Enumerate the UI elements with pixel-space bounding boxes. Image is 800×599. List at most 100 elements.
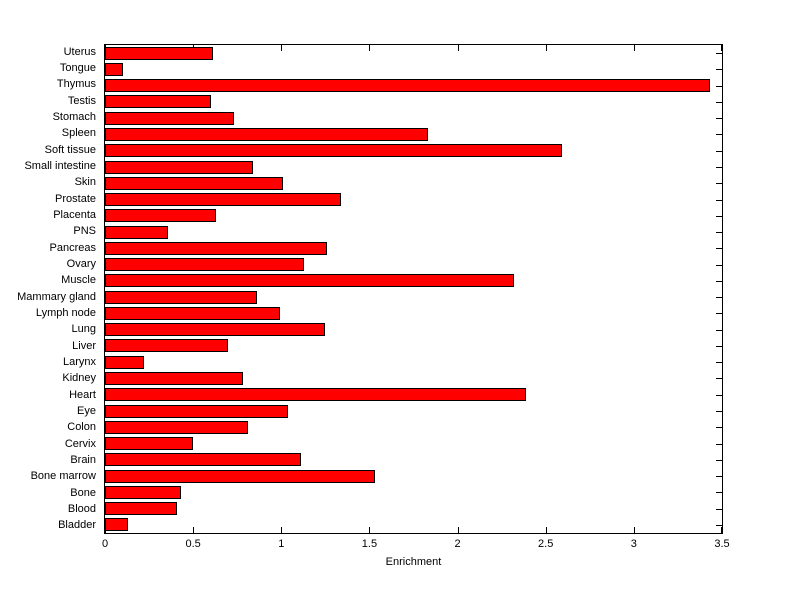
- x-tick: [634, 527, 635, 533]
- y-tick: [716, 297, 722, 298]
- bar: [105, 95, 211, 109]
- bar: [105, 111, 234, 125]
- x-tick: [281, 45, 282, 51]
- x-tick: [281, 527, 282, 533]
- x-tick-label: 0.5: [185, 538, 201, 550]
- bar: [105, 306, 280, 320]
- y-tick: [716, 476, 722, 477]
- category-label: Spleen: [61, 127, 96, 140]
- y-axis-category-labels: Uterus Tongue Thymus Testis Stomach Spleen Sof…: [0, 44, 100, 534]
- bar: [105, 420, 248, 434]
- bar: [105, 176, 284, 190]
- y-tick: [716, 248, 722, 249]
- x-tick: [458, 527, 459, 533]
- category-label: Soft tissue: [44, 143, 96, 156]
- x-tick: [721, 527, 722, 533]
- bar: [105, 46, 213, 60]
- x-tick-label: 0: [101, 538, 109, 550]
- y-tick: [716, 395, 722, 396]
- bar: [105, 144, 562, 158]
- bar: [105, 193, 342, 207]
- y-tick: [716, 118, 722, 119]
- y-tick: [716, 362, 722, 363]
- y-tick: [716, 134, 722, 135]
- bar: [105, 453, 301, 467]
- category-label: Blood: [67, 502, 96, 515]
- x-tick: [721, 45, 722, 51]
- y-tick: [716, 216, 722, 217]
- category-label: Cervix: [64, 437, 96, 450]
- bar: [105, 518, 128, 532]
- y-tick: [716, 200, 722, 201]
- bar: [105, 404, 289, 418]
- bar: [105, 127, 428, 141]
- category-label: Stomach: [52, 110, 96, 123]
- bar: [105, 274, 514, 288]
- y-tick: [716, 69, 722, 70]
- category-label: Mammary gland: [17, 290, 96, 303]
- category-label: Pancreas: [49, 241, 96, 254]
- y-tick: [716, 265, 722, 266]
- x-tick: [546, 527, 547, 533]
- x-tick-label: 3: [630, 538, 637, 550]
- category-label: Skin: [74, 176, 96, 189]
- x-tick-label: 1.5: [361, 538, 378, 550]
- y-tick: [716, 444, 722, 445]
- bar: [105, 371, 243, 385]
- y-tick: [716, 492, 722, 493]
- x-tick-label: 2.5: [538, 538, 554, 550]
- y-tick: [716, 281, 722, 282]
- x-tick-label: 2: [454, 538, 461, 550]
- bar: [105, 290, 257, 304]
- category-label: Kidney: [62, 372, 96, 385]
- y-tick: [716, 53, 722, 54]
- category-label: Muscle: [61, 274, 96, 287]
- category-label: Bone: [70, 486, 96, 499]
- bar: [105, 209, 217, 223]
- y-tick: [716, 509, 722, 510]
- plot-area: [104, 44, 723, 534]
- category-label: Bone marrow: [30, 470, 96, 483]
- bar: [105, 258, 305, 272]
- bar: [105, 79, 710, 93]
- category-label: Uterus: [63, 45, 96, 58]
- category-label: Larynx: [62, 355, 96, 368]
- y-tick: [716, 183, 722, 184]
- y-tick: [716, 151, 722, 152]
- category-label: Lung: [71, 323, 96, 336]
- y-tick: [716, 102, 722, 103]
- x-tick: [634, 45, 635, 51]
- bar: [105, 62, 123, 76]
- category-label: Eye: [77, 404, 96, 417]
- y-tick: [716, 411, 722, 412]
- y-tick: [716, 167, 722, 168]
- category-label: Bladder: [58, 519, 96, 532]
- y-tick: [716, 313, 722, 314]
- category-label: PNS: [73, 225, 96, 238]
- y-tick: [716, 232, 722, 233]
- x-tick-label: 3.5: [714, 538, 730, 550]
- x-tick: [369, 45, 370, 51]
- category-label: Placenta: [53, 208, 96, 221]
- bar: [105, 469, 375, 483]
- y-tick: [716, 525, 722, 526]
- x-tick: [193, 527, 194, 533]
- bar: [105, 323, 326, 337]
- category-label: Thymus: [56, 78, 96, 91]
- y-tick: [716, 346, 722, 347]
- category-label: Ovary: [66, 257, 96, 270]
- x-axis-title: Enrichment: [385, 556, 442, 568]
- category-label: Testis: [67, 94, 96, 107]
- x-tick: [546, 45, 547, 51]
- category-label: Brain: [70, 453, 96, 466]
- y-tick: [716, 427, 722, 428]
- bar: [105, 339, 229, 353]
- x-tick: [458, 45, 459, 51]
- y-tick: [716, 378, 722, 379]
- bar: [105, 241, 328, 255]
- x-tick-label: 1: [278, 538, 285, 550]
- category-label: Liver: [72, 339, 96, 352]
- bar: [105, 485, 181, 499]
- x-tick: [369, 527, 370, 533]
